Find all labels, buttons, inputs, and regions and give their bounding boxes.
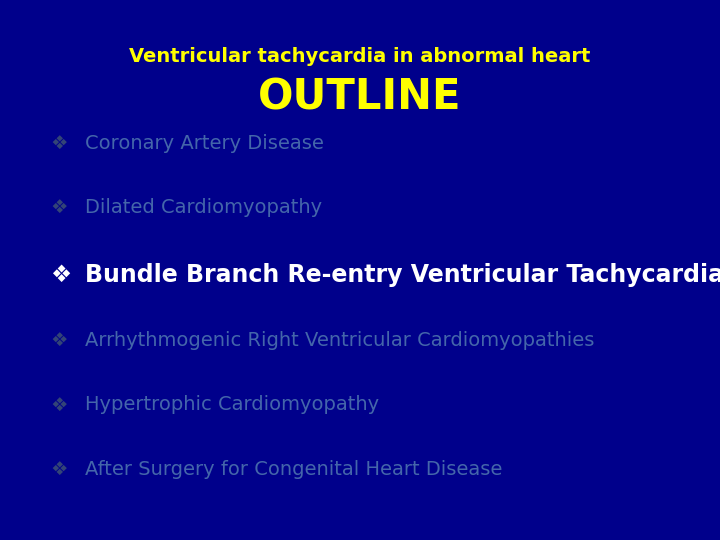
Text: ❖: ❖ bbox=[50, 395, 68, 415]
Text: ❖: ❖ bbox=[50, 330, 68, 350]
Text: ❖: ❖ bbox=[50, 264, 71, 287]
Text: After Surgery for Congenital Heart Disease: After Surgery for Congenital Heart Disea… bbox=[85, 460, 503, 480]
Text: Ventricular tachycardia in abnormal heart: Ventricular tachycardia in abnormal hear… bbox=[130, 47, 590, 66]
Text: Bundle Branch Re-entry Ventricular Tachycardia: Bundle Branch Re-entry Ventricular Tachy… bbox=[85, 264, 720, 287]
Text: ❖: ❖ bbox=[50, 133, 68, 153]
Text: OUTLINE: OUTLINE bbox=[258, 76, 462, 118]
Text: ❖: ❖ bbox=[50, 198, 68, 218]
Text: Dilated Cardiomyopathy: Dilated Cardiomyopathy bbox=[85, 198, 322, 218]
Text: ❖: ❖ bbox=[50, 460, 68, 480]
Text: Arrhythmogenic Right Ventricular Cardiomyopathies: Arrhythmogenic Right Ventricular Cardiom… bbox=[85, 330, 594, 350]
Text: Hypertrophic Cardiomyopathy: Hypertrophic Cardiomyopathy bbox=[85, 395, 379, 415]
Text: Coronary Artery Disease: Coronary Artery Disease bbox=[85, 133, 324, 153]
